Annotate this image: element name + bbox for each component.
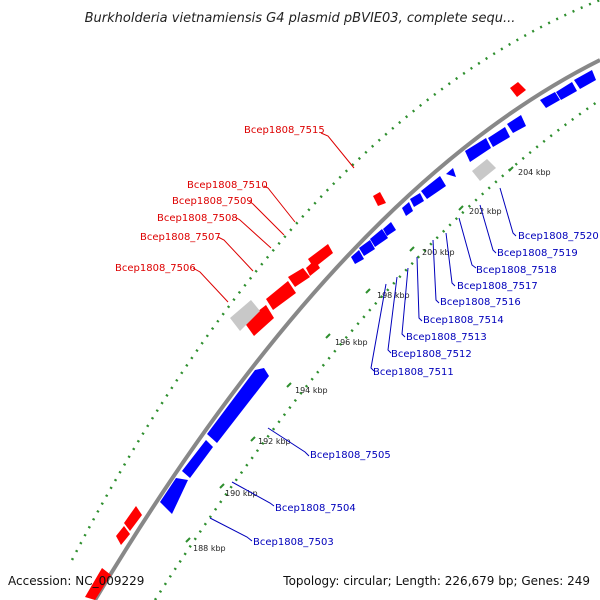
- gene-label[interactable]: Bcep1808_7503: [253, 537, 334, 548]
- tick-label: 204 kbp: [518, 168, 551, 177]
- tick-label: 200 kbp: [422, 248, 455, 257]
- rna-feature[interactable]: [472, 159, 496, 181]
- gene-arrow[interactable]: [160, 478, 188, 514]
- gene-label[interactable]: Bcep1808_7504: [275, 503, 356, 514]
- reverse-leaders: [209, 187, 517, 542]
- map-title: Burkholderia vietnamiensis G4 plasmid pB…: [85, 11, 516, 26]
- tick-label: 202 kbp: [469, 207, 502, 216]
- forward-gene-labels: Bcep1808_7515 Bcep1808_7510 Bcep1808_750…: [115, 125, 325, 274]
- gene-label[interactable]: Bcep1808_7515: [244, 125, 325, 136]
- rna-features: [230, 159, 496, 331]
- plasmid-backbone: [93, 58, 600, 600]
- gene-label[interactable]: Bcep1808_7517: [457, 281, 538, 292]
- gene-arrow[interactable]: [421, 176, 446, 199]
- gene-arrow[interactable]: [510, 82, 526, 97]
- gene-label[interactable]: Bcep1808_7511: [373, 367, 454, 378]
- gene-arrow[interactable]: [446, 168, 456, 177]
- tick-label: 190 kbp: [225, 489, 258, 498]
- summary-text: Topology: circular; Length: 226,679 bp; …: [282, 574, 590, 588]
- gene-label[interactable]: Bcep1808_7507: [140, 232, 221, 243]
- outer-dotted-guide: [70, 0, 600, 561]
- tick-label: 198 kbp: [377, 291, 410, 300]
- gene-label[interactable]: Bcep1808_7513: [406, 332, 487, 343]
- gene-label[interactable]: Bcep1808_7506: [115, 263, 196, 274]
- gene-label[interactable]: Bcep1808_7510: [187, 180, 268, 191]
- gene-arrow[interactable]: [85, 568, 111, 600]
- tick-label: 188 kbp: [193, 544, 226, 553]
- gene-arrow[interactable]: [402, 202, 413, 216]
- gene-arrow[interactable]: [306, 260, 320, 276]
- gene-label[interactable]: Bcep1808_7512: [391, 349, 472, 360]
- tick-label: 196 kbp: [335, 338, 368, 347]
- gene-arrow[interactable]: [244, 305, 274, 336]
- gene-arrow[interactable]: [351, 250, 364, 264]
- gene-label[interactable]: Bcep1808_7509: [172, 196, 253, 207]
- accession-text: Accession: NC_009229: [8, 574, 144, 588]
- gene-arrow[interactable]: [266, 281, 296, 310]
- gene-arrow[interactable]: [359, 240, 375, 256]
- gene-arrow[interactable]: [207, 368, 269, 443]
- gene-arrow[interactable]: [383, 222, 396, 236]
- gene-label[interactable]: Bcep1808_7518: [476, 265, 557, 276]
- tick-label: 194 kbp: [295, 386, 328, 395]
- gene-arrow[interactable]: [182, 440, 213, 478]
- rna-feature[interactable]: [230, 300, 260, 331]
- gene-arrow[interactable]: [116, 526, 130, 545]
- gene-arrow[interactable]: [507, 115, 526, 133]
- tick-label: 192 kbp: [258, 437, 291, 446]
- gene-arrow[interactable]: [124, 506, 142, 531]
- gene-arrow[interactable]: [540, 92, 560, 108]
- gene-arrow[interactable]: [556, 82, 577, 100]
- gene-label[interactable]: Bcep1808_7519: [497, 248, 578, 259]
- gene-label[interactable]: Bcep1808_7505: [310, 450, 391, 461]
- tick-labels: 188 kbp 190 kbp 192 kbp 194 kbp 196 kbp …: [193, 168, 551, 553]
- gene-arrow[interactable]: [410, 193, 424, 207]
- forward-leaders: [192, 132, 355, 303]
- gene-arrow[interactable]: [370, 229, 388, 247]
- gene-arrow[interactable]: [488, 127, 510, 147]
- gene-label[interactable]: Bcep1808_7516: [440, 297, 521, 308]
- gene-arrow[interactable]: [288, 268, 310, 287]
- gene-arrow[interactable]: [465, 138, 491, 162]
- reverse-genes: [160, 70, 596, 514]
- gene-label[interactable]: Bcep1808_7520: [518, 231, 599, 242]
- ticks: [185, 166, 514, 543]
- gene-label[interactable]: Bcep1808_7514: [423, 315, 504, 326]
- reverse-gene-labels: Bcep1808_7520 Bcep1808_7519 Bcep1808_751…: [253, 231, 599, 548]
- gene-arrow[interactable]: [574, 70, 596, 89]
- forward-genes: [85, 82, 526, 600]
- gene-arrow[interactable]: [373, 192, 386, 206]
- gene-label[interactable]: Bcep1808_7508: [157, 213, 238, 224]
- inner-dotted-guide: [153, 98, 600, 600]
